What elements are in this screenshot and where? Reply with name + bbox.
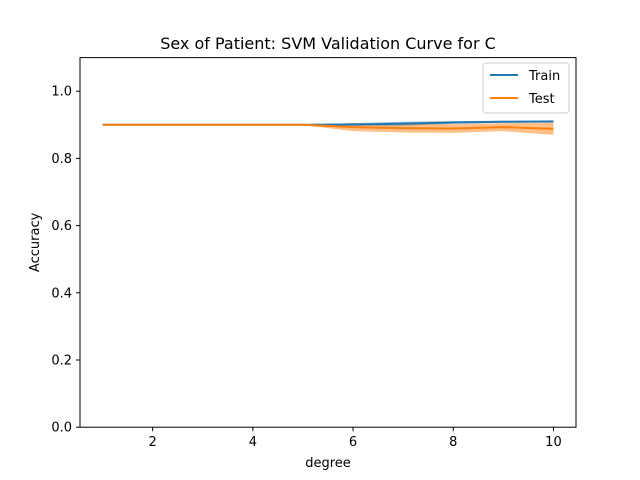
legend: Train Test xyxy=(482,62,570,114)
y-tick-label: 0.0 xyxy=(51,421,72,436)
legend-label-train: Train xyxy=(528,69,560,84)
x-tick-label: 4 xyxy=(249,435,257,450)
y-tick-label: 0.8 xyxy=(51,152,72,167)
y-tick-label: 1.0 xyxy=(51,85,72,100)
band-test xyxy=(102,122,554,135)
chart-title: Sex of Patient: SVM Validation Curve for… xyxy=(160,34,496,53)
x-tick-label: 8 xyxy=(449,435,457,450)
x-axis-label: degree xyxy=(305,456,351,471)
plot-area-frame xyxy=(79,57,577,428)
x-tick-label: 10 xyxy=(545,435,562,450)
y-tick-label: 0.4 xyxy=(51,286,72,301)
x-axis-ticks: 2 4 6 8 10 xyxy=(149,427,562,450)
y-axis-label: Accuracy xyxy=(28,212,43,272)
x-tick-label: 6 xyxy=(349,435,357,450)
line-test xyxy=(102,123,554,130)
legend-label-test: Test xyxy=(528,92,555,107)
series-lines xyxy=(102,120,554,130)
y-tick-label: 0.2 xyxy=(51,354,72,369)
y-tick-label: 0.6 xyxy=(51,219,72,234)
y-axis-ticks: 0.0 0.2 0.4 0.6 0.8 1.0 xyxy=(51,85,80,436)
x-tick-label: 2 xyxy=(149,435,157,450)
